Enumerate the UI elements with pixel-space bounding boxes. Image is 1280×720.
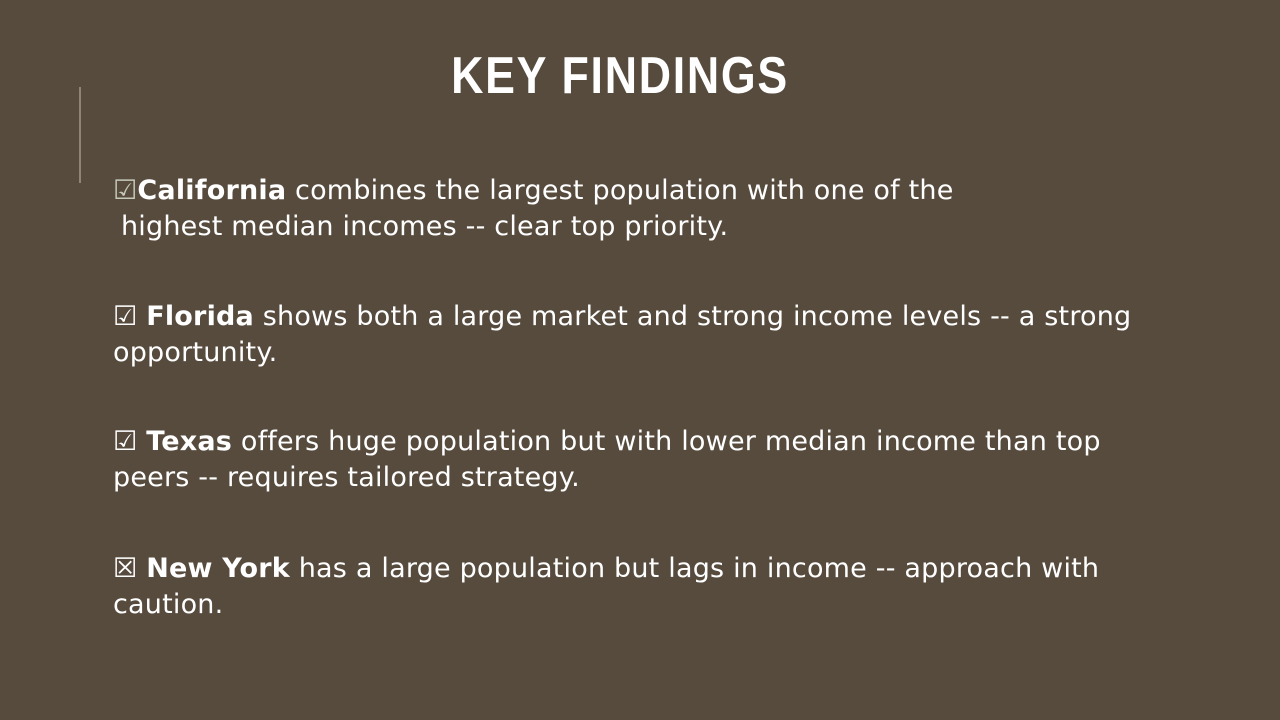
finding-line-1: ☑California combines the largest populat… [113, 173, 1163, 209]
finding-text: has a large population but lags in incom… [113, 553, 1100, 620]
finding-california: ☑California combines the largest populat… [113, 173, 1163, 245]
checked-box-icon: ☑ [113, 426, 138, 457]
finding-line-2: highest median incomes -- clear top prio… [121, 211, 729, 242]
finding-state: California [137, 175, 287, 206]
checked-box-icon: ☑ [113, 301, 138, 332]
finding-state: New York [146, 553, 290, 584]
finding-state: Florida [146, 301, 254, 332]
finding-texas: ☑ Texas offers huge population but with … [113, 424, 1163, 496]
finding-florida: ☑ Florida shows both a large market and … [113, 299, 1163, 371]
slide-title: KEY FINDINGS [451, 47, 789, 105]
finding-text: shows both a large market and strong inc… [113, 301, 1132, 368]
finding-text: combines the largest population with one… [286, 175, 954, 206]
accent-line [79, 87, 81, 183]
finding-state: Texas [146, 426, 233, 457]
finding-new-york: ☒ New York has a large population but la… [113, 551, 1163, 623]
finding-text: offers huge population but with lower me… [113, 426, 1101, 493]
x-box-icon: ☒ [113, 553, 138, 584]
checked-box-icon: ☑ [113, 175, 138, 206]
